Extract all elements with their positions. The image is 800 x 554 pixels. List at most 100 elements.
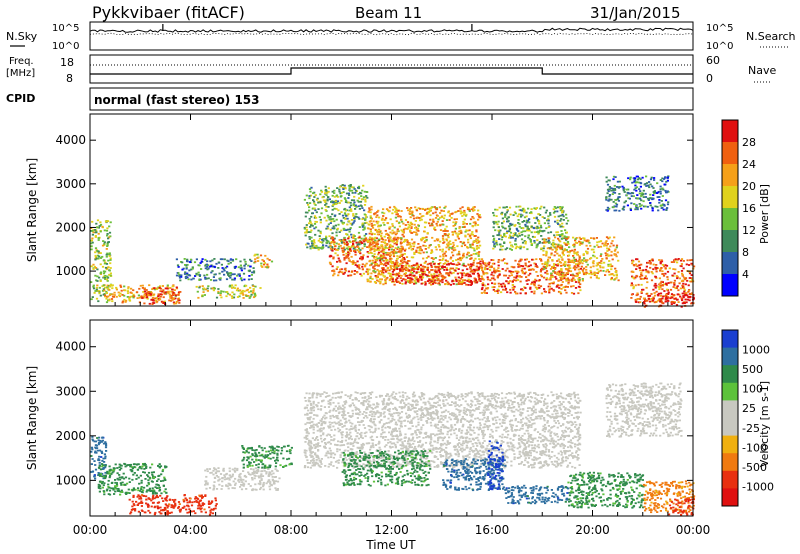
power-cell [352, 244, 355, 246]
velocity-cell [124, 483, 127, 486]
power-cell [518, 265, 521, 268]
power-cell [324, 185, 327, 188]
power-cell [236, 274, 239, 277]
power-cell [470, 281, 473, 283]
beam-label: Beam 11 [355, 4, 422, 22]
power-cell [591, 261, 595, 264]
power-cell [396, 230, 399, 233]
power-cell [252, 270, 256, 273]
power-cell [636, 194, 639, 196]
power-cell [651, 207, 654, 210]
power-cell [411, 232, 414, 234]
power-cell [175, 302, 178, 305]
power-cell [105, 248, 108, 250]
power-cell [198, 274, 202, 276]
power-cell [623, 191, 626, 193]
power-cell [524, 230, 527, 233]
power-cell [101, 290, 105, 292]
power-cell [344, 201, 348, 203]
power-cell [626, 204, 629, 207]
power-cell [456, 245, 459, 248]
power-cell [566, 241, 570, 243]
power-cell [449, 267, 452, 270]
power-cell [428, 275, 431, 277]
power-cell [357, 246, 360, 248]
power-cell [406, 221, 410, 223]
power-cell [433, 263, 436, 265]
power-cell [132, 293, 135, 296]
power-cell [504, 274, 508, 277]
power-cell [529, 239, 532, 242]
power-cell [411, 210, 414, 213]
power-cell [678, 277, 681, 280]
power-cell [310, 224, 313, 226]
power-cell [616, 180, 619, 183]
velocity-cell [212, 508, 215, 511]
power-cell [402, 231, 405, 234]
power-cell [428, 282, 431, 285]
velocity-cell [159, 506, 162, 509]
power-cell [457, 268, 460, 270]
power-cell [636, 206, 639, 209]
velocity-cell [131, 467, 134, 470]
power-cell [477, 266, 480, 269]
power-cell [458, 230, 461, 233]
power-cell [390, 262, 393, 265]
power-cell [479, 263, 482, 265]
power-cell [677, 301, 680, 303]
power-cell [397, 251, 400, 253]
power-cell [391, 250, 394, 253]
power-cell [321, 196, 324, 199]
power-cell [426, 263, 429, 266]
power-cell [501, 217, 504, 220]
power-cell [668, 267, 671, 270]
velocity-cell [115, 483, 119, 486]
power-cell [106, 284, 109, 287]
power-cell [666, 288, 669, 291]
power-cell [305, 243, 308, 246]
power-cell [651, 209, 654, 212]
power-cell [568, 265, 571, 268]
power-cell [690, 259, 693, 261]
power-cell [405, 256, 409, 258]
power-cell [149, 292, 152, 295]
power-cell [511, 223, 514, 226]
power-cell [599, 266, 602, 269]
power-cell [333, 241, 336, 244]
power-cell [95, 297, 99, 300]
power-cell [357, 216, 360, 219]
velocity-cell [97, 458, 100, 460]
power-cell [119, 286, 123, 288]
power-cell [685, 292, 688, 294]
power-cell [410, 256, 413, 259]
power-cell [507, 230, 511, 233]
power-cell [607, 265, 610, 267]
power-cell [353, 220, 356, 222]
power-cell [366, 273, 370, 276]
velocity-cell [200, 494, 203, 497]
power-cell [517, 222, 520, 224]
power-cell [372, 255, 376, 258]
power-cell [207, 285, 210, 288]
velocity-cell [113, 469, 116, 471]
power-cell [227, 262, 230, 265]
power-cell [614, 267, 617, 270]
power-cell [421, 237, 424, 240]
power-cell [496, 234, 499, 236]
power-cell [480, 275, 483, 278]
power-cell [573, 245, 576, 248]
power-cell [581, 269, 584, 272]
power-cell [406, 262, 409, 265]
power-cell [417, 243, 420, 245]
power-cell [510, 224, 513, 227]
power-cell [578, 272, 581, 274]
power-cell [688, 299, 691, 302]
power-cell [524, 225, 527, 228]
power-cell [572, 255, 575, 257]
power-cell [610, 278, 613, 280]
power-cell [543, 276, 546, 279]
power-cell [369, 241, 372, 244]
power-cell [558, 258, 561, 261]
power-cell [497, 220, 500, 223]
power-cell [422, 268, 425, 271]
